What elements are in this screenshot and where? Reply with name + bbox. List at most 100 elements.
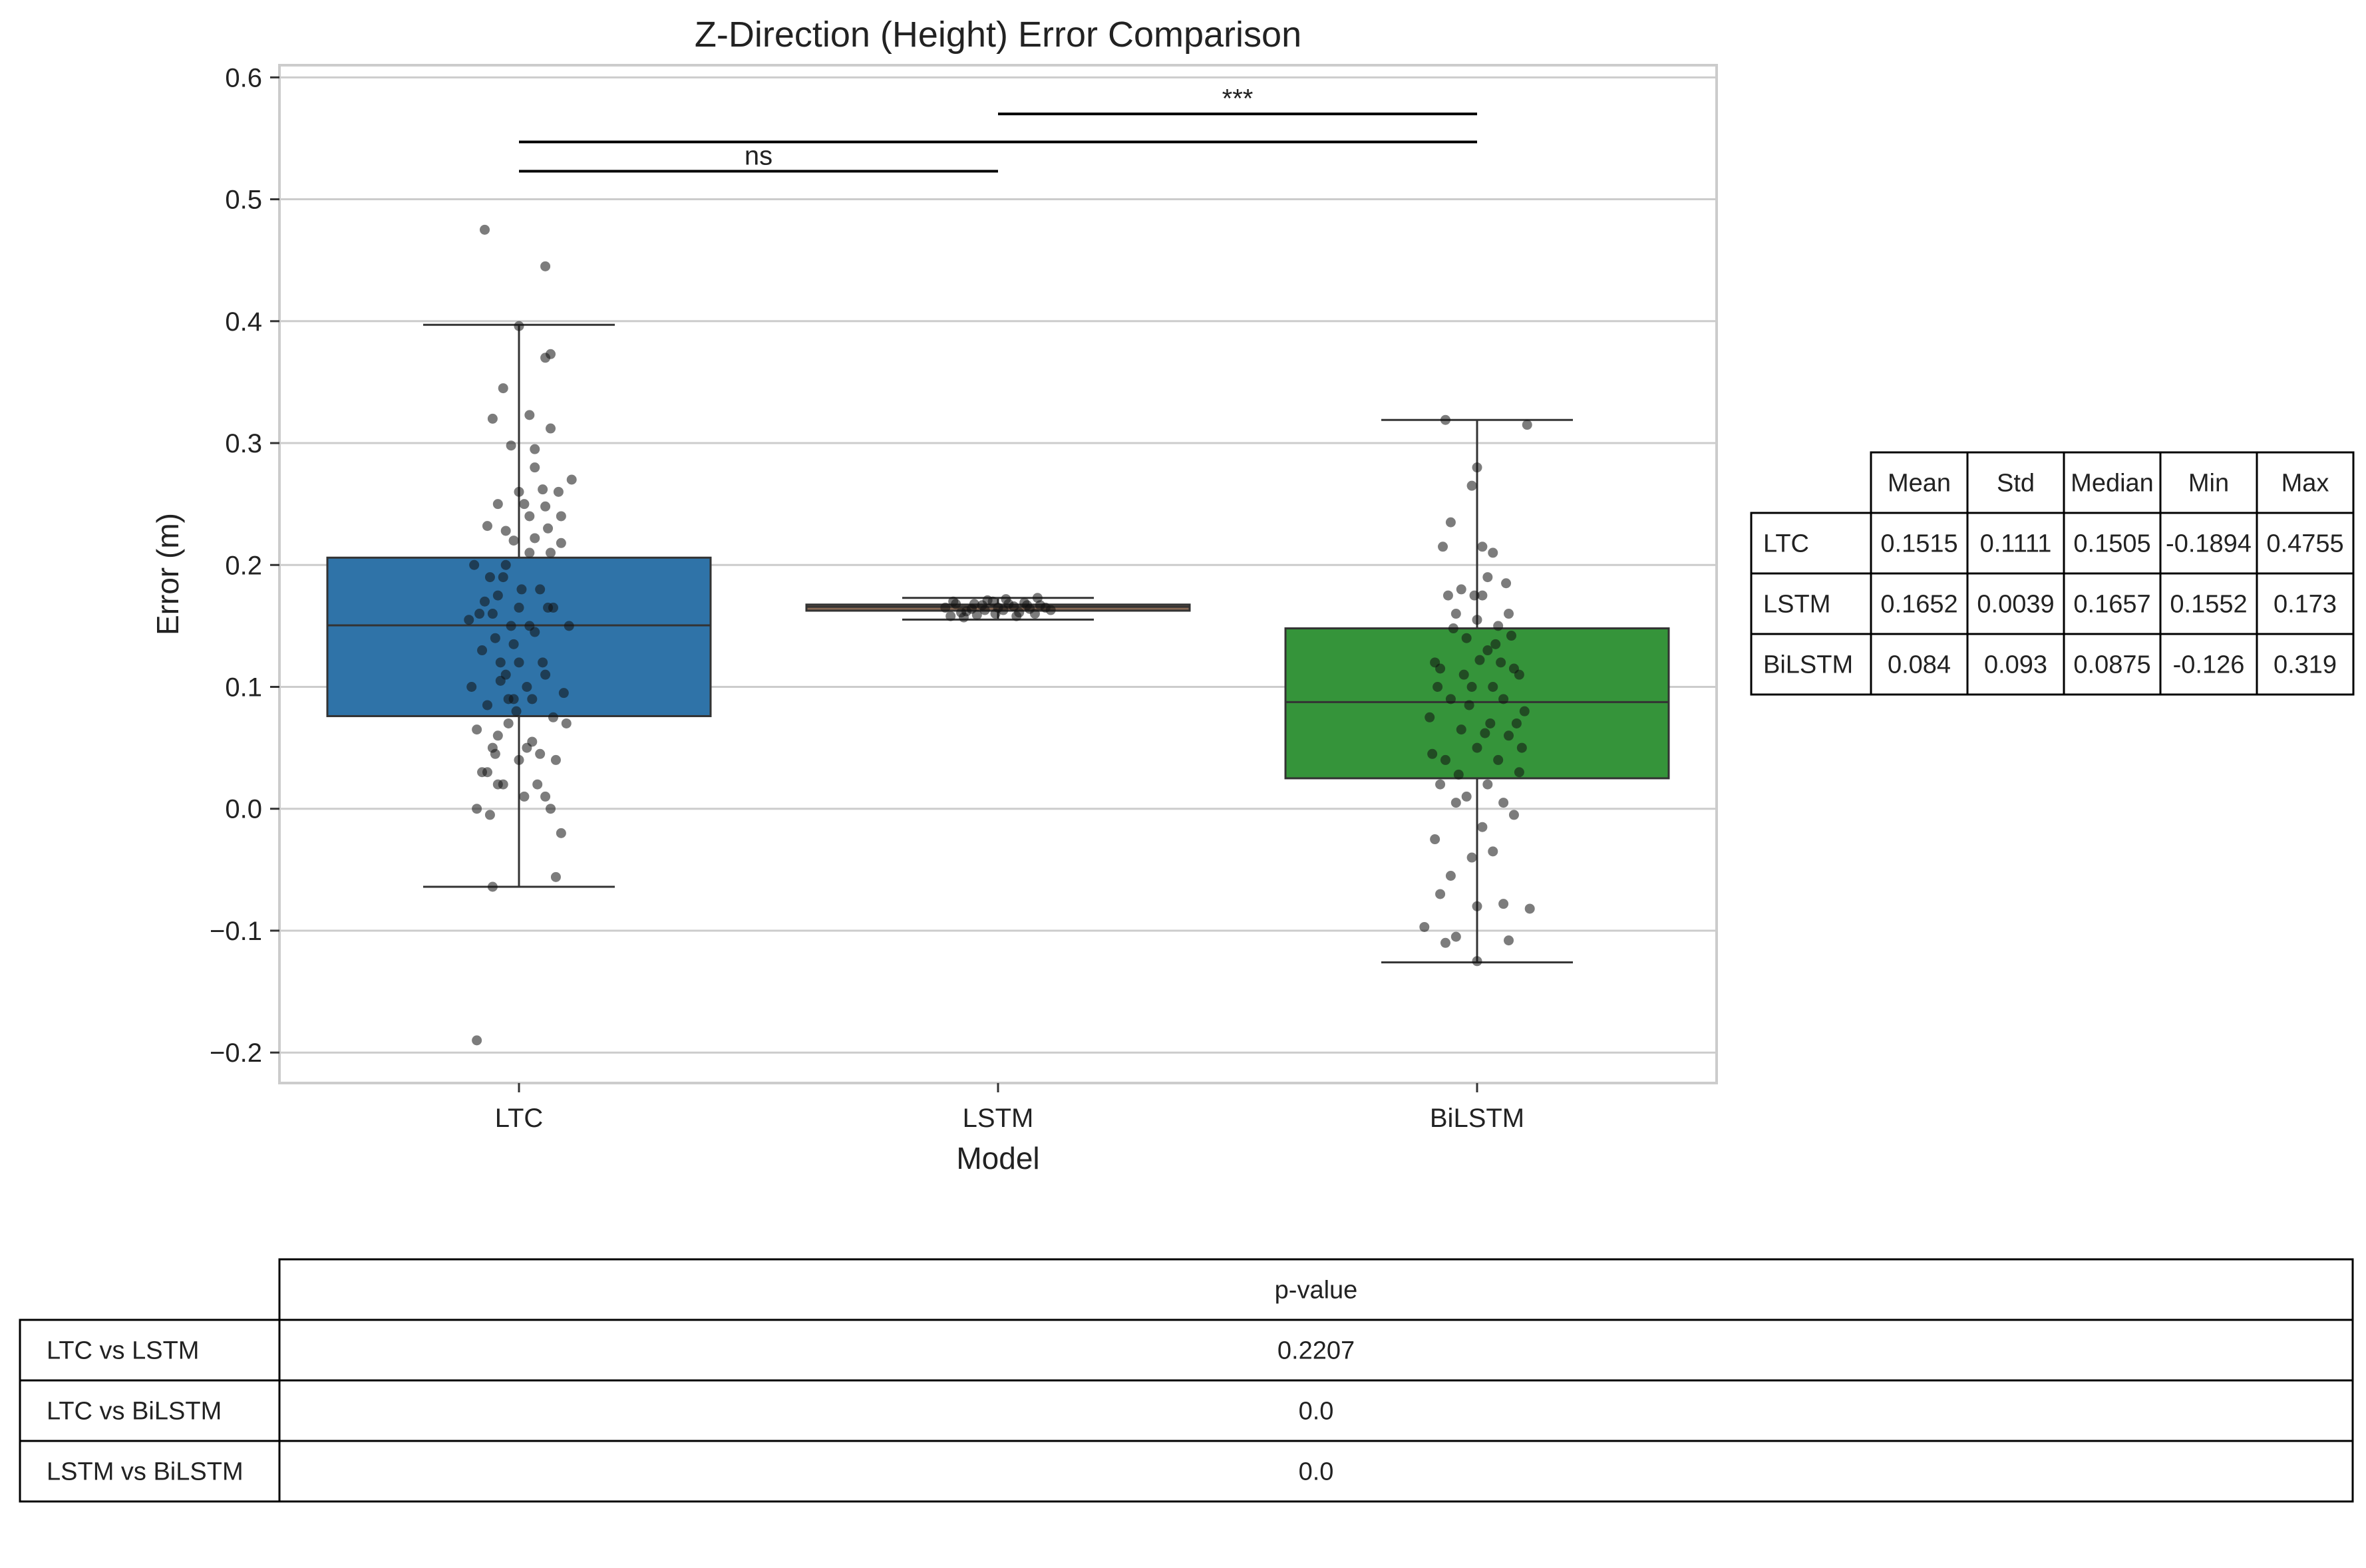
pvalue-cell [278,1379,2354,1442]
data-point [532,779,543,790]
stats-column-header: Max [2282,470,2329,498]
data-point [1440,937,1450,948]
data-point [1450,798,1461,808]
stats-row-label: LSTM [1763,591,1830,619]
data-point [546,548,556,558]
stats-column-header: Mean [1888,470,1951,498]
data-point [511,706,522,716]
data-point [945,611,956,621]
data-point [530,444,540,454]
data-point [477,645,488,656]
stats-row-label-cell [1750,572,1872,635]
chart-title: Z-Direction (Height) Error Comparison [695,15,1301,55]
data-point [556,538,566,548]
data-point [487,881,498,892]
data-point [1456,584,1466,595]
data-point [1498,694,1509,705]
data-point [1433,681,1443,692]
data-point [564,621,574,631]
data-point [477,767,488,778]
data-point [1519,706,1530,716]
data-point [508,639,519,649]
data-point [535,584,546,595]
data-point [1501,578,1512,589]
data-point [498,383,508,394]
data-point [1482,779,1493,790]
data-point [1472,462,1482,473]
y-tick-label: 0.2 [225,551,262,580]
boxplots [326,323,1670,964]
stats-value: 0.1652 [1880,591,1957,619]
data-point [566,474,577,485]
data-point [1419,921,1430,932]
stats-header-cell [1966,451,2065,514]
data-point [1448,623,1458,634]
stats-cell [1966,633,2065,696]
data-point [1504,730,1514,741]
data-point [1430,834,1440,845]
data-point [1474,655,1485,665]
data-point [1504,935,1514,946]
data-point [1472,742,1482,753]
data-point [495,675,506,686]
stats-value: 0.093 [1984,651,2047,679]
stats-value: 0.4755 [2266,530,2343,558]
data-point [540,669,551,680]
data-point [1456,724,1466,735]
data-point [472,1035,482,1046]
stats-value: 0.1515 [1880,530,1957,558]
significance-label: ns [745,141,772,170]
data-point [1477,822,1488,832]
data-point [500,559,511,570]
data-point [490,748,500,759]
stats-row-label-cell [1750,633,1872,696]
stats-cell [1870,633,1969,696]
stats-cell [2256,572,2355,635]
data-point [1477,542,1488,552]
pvalue-row-label: LSTM vs BiLSTM [47,1458,244,1486]
data-point [1466,480,1477,491]
pvalue-row-label: LTC vs LSTM [47,1337,199,1365]
pvalue-table: p-value LTC vs LSTM 0.2207 LTC vs BiLSTM 0.0… [19,1258,2354,1503]
data-point [1485,718,1496,728]
data-point [480,596,490,607]
iqr-box [1284,627,1670,780]
data-point [540,261,551,271]
data-point [1514,767,1524,778]
data-point [1480,728,1490,738]
data-point [514,657,524,668]
stats-cell [2159,512,2258,575]
stats-value: 0.1657 [2073,591,2150,619]
stats-value: 0.0875 [2073,651,2150,679]
stats-cell [2256,512,2355,575]
stats-header-cell [1870,451,1969,514]
stats-value: 0.1552 [2170,591,2247,619]
data-point [484,810,495,820]
data-point [1493,754,1504,765]
data-point [1508,810,1519,820]
data-point [561,718,572,728]
data-point [508,694,519,705]
data-point [982,595,993,605]
data-point [1442,590,1453,601]
data-point [472,804,482,814]
data-point [1461,791,1472,802]
iqr-box [326,556,712,717]
data-point [553,486,564,497]
data-point [1506,631,1516,641]
data-point [1488,846,1498,857]
data-point [495,657,506,668]
data-point [1435,779,1446,790]
data-point [540,791,551,802]
data-point [1440,414,1450,425]
data-point [482,700,492,710]
data-point [1011,611,1022,621]
data-point [503,718,514,728]
stats-value: 0.084 [1888,651,1951,679]
y-ticks: −0.2 −0.1 0.0 0.1 0.2 0.3 0.4 0.5 0.6 [210,63,279,1068]
stats-value: 0.173 [2274,591,2337,619]
y-tick-label: 0.4 [225,307,262,337]
significance-brackets: ns *** [519,84,1477,173]
stats-column-header: Min [2188,470,2229,498]
data-point [1469,590,1480,601]
